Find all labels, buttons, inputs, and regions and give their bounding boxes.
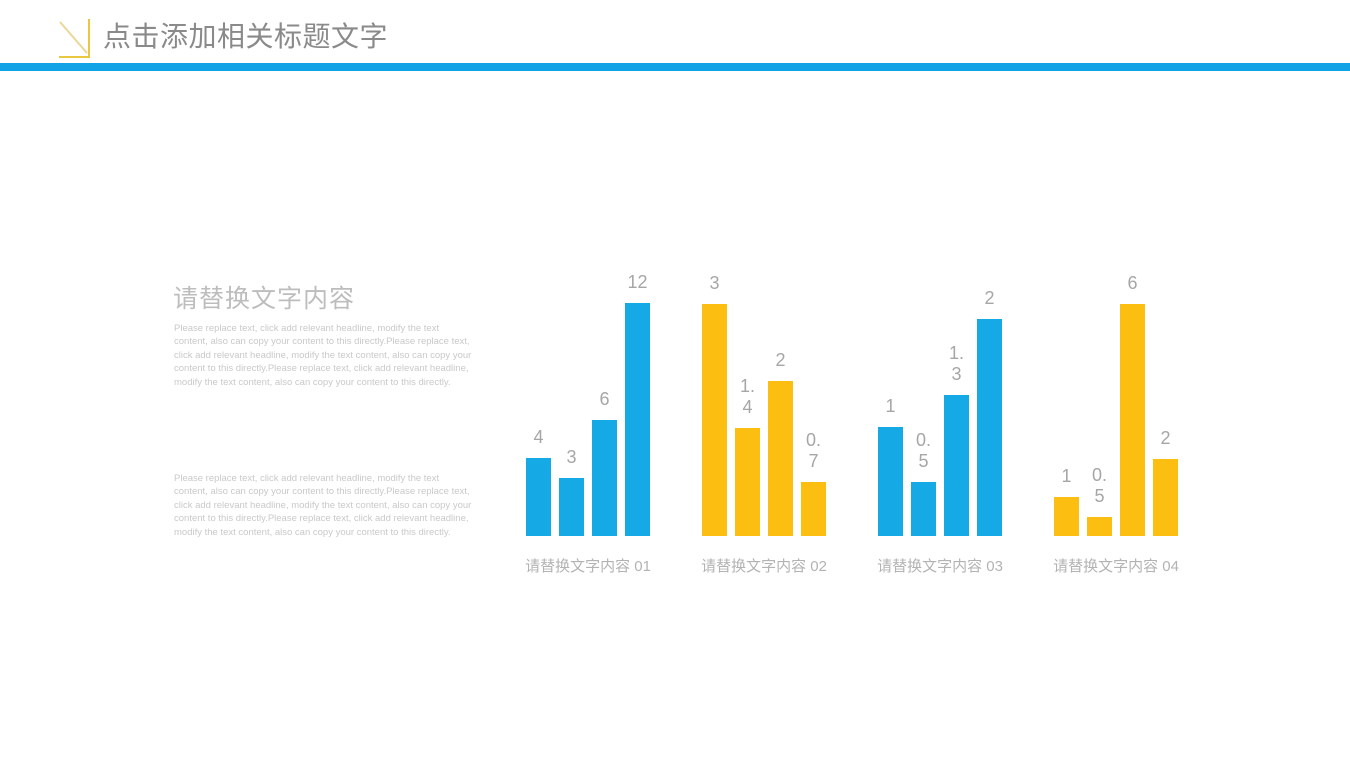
- slide-title[interactable]: 点击添加相关标题文字: [103, 21, 389, 52]
- text-placeholder-block[interactable]: 请替换文字内容 Please replace text, click add r…: [173, 283, 475, 553]
- bar[interactable]: [1054, 497, 1079, 536]
- bar-column: 3: [702, 273, 727, 536]
- bar-value-label: 6: [599, 389, 610, 409]
- bars-area: 1 0. 5 1. 3 2: [878, 270, 1002, 536]
- bar-value-label: 4: [533, 427, 544, 447]
- bar[interactable]: [592, 420, 617, 536]
- body-paragraph-1[interactable]: Please replace text, click add relevant …: [174, 323, 472, 388]
- bar-value-label: 2: [984, 288, 995, 308]
- bar[interactable]: [625, 303, 650, 536]
- bar[interactable]: [735, 428, 760, 536]
- bar-value-label: 2: [775, 350, 786, 370]
- chart-group-02[interactable]: 3 1. 4 2 0. 7 请替换文字内容 02: [676, 270, 852, 576]
- bar[interactable]: [944, 395, 969, 536]
- bar[interactable]: [801, 482, 826, 536]
- bar-column: 0. 5: [911, 430, 936, 536]
- bar-column: 1. 3: [944, 343, 969, 536]
- bar-column: 2: [977, 288, 1002, 536]
- bar[interactable]: [1120, 304, 1145, 536]
- bar-column: 6: [1120, 273, 1145, 536]
- bar-value-label: 0. 7: [805, 430, 821, 471]
- bar-column: 1: [878, 396, 903, 536]
- bar[interactable]: [1087, 517, 1112, 536]
- section-heading[interactable]: 请替换文字内容: [173, 285, 356, 313]
- body-paragraph-2[interactable]: Please replace text, click add relevant …: [174, 473, 472, 538]
- chart-group-label[interactable]: 请替换文字内容 02: [701, 558, 827, 575]
- bar-value-label: 0. 5: [915, 430, 931, 471]
- chart-group-label[interactable]: 请替换文字内容 01: [525, 558, 651, 575]
- bar-column: 12: [625, 272, 650, 536]
- bar-column: 1. 4: [735, 376, 760, 536]
- bar-value-label: 12: [627, 272, 648, 292]
- chart-group-label[interactable]: 请替换文字内容 04: [1053, 558, 1179, 575]
- bar-column: 0. 5: [1087, 465, 1112, 536]
- bar[interactable]: [878, 427, 903, 536]
- bar[interactable]: [1153, 459, 1178, 536]
- bar-column: 4: [526, 427, 551, 536]
- bar-column: 3: [559, 447, 584, 536]
- bar-value-label: 1. 4: [739, 376, 755, 417]
- chart-group-04[interactable]: 1 0. 5 6 2 请替换文字内容 04: [1028, 270, 1204, 576]
- bar[interactable]: [526, 458, 551, 536]
- bar[interactable]: [911, 482, 936, 536]
- bars-area: 1 0. 5 6 2: [1054, 270, 1178, 536]
- bar-value-label: 1. 3: [948, 343, 964, 384]
- bar[interactable]: [977, 319, 1002, 536]
- bar-value-label: 1: [1061, 466, 1072, 486]
- bar[interactable]: [702, 304, 727, 536]
- chart-group-01[interactable]: 4 3 6 12 请替换文字内容 01: [500, 270, 676, 576]
- bar-column: 0. 7: [801, 430, 826, 536]
- bar-column: 2: [768, 350, 793, 536]
- bars-area: 4 3 6 12: [526, 270, 650, 536]
- bar-value-label: 6: [1127, 273, 1138, 293]
- arrow-down-right-icon: [59, 19, 90, 58]
- bar-value-label: 0. 5: [1091, 465, 1107, 506]
- bars-area: 3 1. 4 2 0. 7: [702, 270, 826, 536]
- bar-column: 6: [592, 389, 617, 536]
- bar[interactable]: [559, 478, 584, 536]
- bar-value-label: 3: [709, 273, 720, 293]
- bar-value-label: 3: [566, 447, 577, 467]
- chart-group-03[interactable]: 1 0. 5 1. 3 2 请替换文字内容 03: [852, 270, 1028, 576]
- bar-charts-row: 4 3 6 12 请替换文字内容 01 3 1. 4 2 0. 7 请替换文字内容 02 1…: [500, 270, 1204, 576]
- bar[interactable]: [768, 381, 793, 536]
- bar-column: 1: [1054, 466, 1079, 536]
- bar-value-label: 1: [885, 396, 896, 416]
- chart-group-label[interactable]: 请替换文字内容 03: [877, 558, 1003, 575]
- bar-value-label: 2: [1160, 428, 1171, 448]
- bar-column: 2: [1153, 428, 1178, 536]
- accent-divider-line: [0, 63, 1350, 71]
